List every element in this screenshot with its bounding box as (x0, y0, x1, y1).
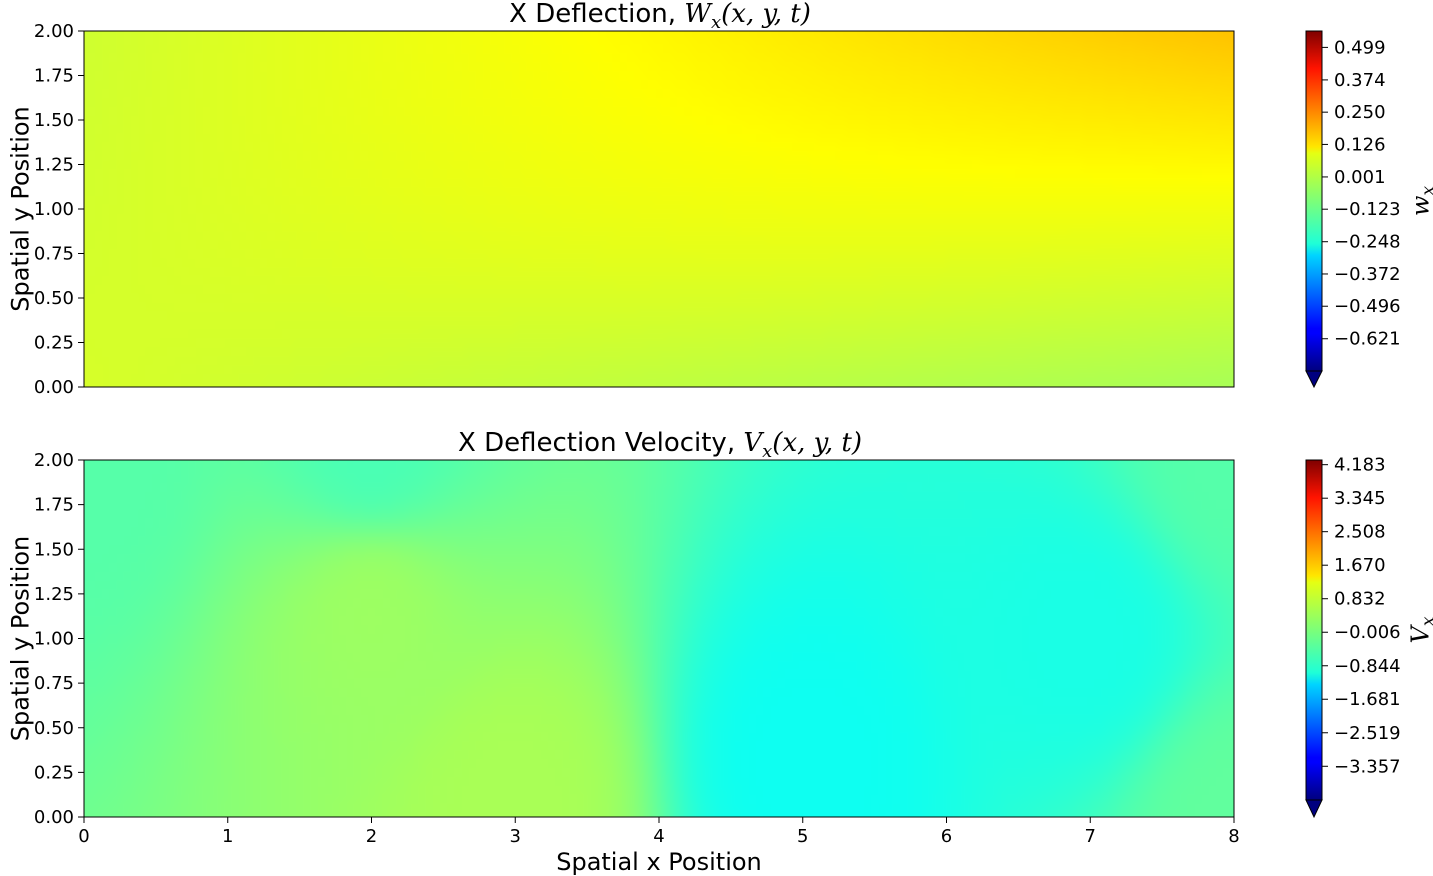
y-tick-label: 1.25 (34, 584, 74, 605)
x-tick-label: 8 (1228, 826, 1239, 847)
y-tick-label: 0.75 (34, 244, 74, 265)
velocity-colorbar-label: Vx (1406, 616, 1433, 643)
velocity-colorbar-extension (1305, 799, 1323, 819)
x-tick-label: 2 (366, 826, 377, 847)
x-tick-label: 5 (797, 826, 808, 847)
deflection-colorbar-ticks: −0.621 −0.496 −0.372 −0.248 −0.123 0.001 0.126… (1322, 37, 1401, 350)
colorbar-tick-label: −0.248 (1334, 232, 1401, 253)
velocity-x-ticks: 0 1 2 3 4 5 6 7 8 (78, 817, 1240, 847)
x-tick-label: 1 (222, 826, 233, 847)
colorbar-tick-label: −0.372 (1334, 264, 1401, 285)
y-tick-label: 1.00 (34, 199, 74, 220)
y-tick-label: 1.75 (34, 495, 74, 516)
deflection-title: X Deflection, Wx(x, y, t) (509, 0, 811, 33)
y-tick-label: 1.25 (34, 155, 74, 176)
x-tick-label: 4 (653, 826, 664, 847)
velocity-panel: 0.00 0.25 0.50 0.75 1.00 1.25 1.50 1.75 2.00 0 1 2… (6, 428, 1433, 876)
colorbar-tick-label: 1.670 (1334, 555, 1386, 576)
colorbar-tick-label: 0.250 (1334, 102, 1386, 123)
velocity-title: X Deflection Velocity, Vx(x, y, t) (458, 428, 862, 462)
y-tick-label: 1.75 (34, 66, 74, 87)
colorbar-tick-label: −0.844 (1334, 656, 1401, 677)
y-tick-label: 0.00 (34, 807, 74, 828)
colorbar-tick-label: 0.499 (1334, 37, 1386, 58)
colorbar-tick-label: 0.126 (1334, 134, 1386, 155)
y-tick-label: 2.00 (34, 450, 74, 471)
x-tick-label: 3 (510, 826, 521, 847)
colorbar-tick-label: −0.006 (1334, 622, 1401, 643)
colorbar-tick-label: −0.621 (1334, 329, 1401, 350)
deflection-colorbar-extension (1305, 370, 1323, 389)
colorbar-tick-label: 4.183 (1334, 455, 1386, 476)
deflection-colorbar-label: wx (1406, 186, 1433, 217)
velocity-x-axis-label: Spatial x Position (556, 848, 762, 876)
y-tick-label: 1.00 (34, 629, 74, 650)
colorbar-tick-label: −3.357 (1334, 756, 1401, 777)
y-tick-label: 0.25 (34, 762, 74, 783)
colorbar-tick-label: −0.496 (1334, 296, 1401, 317)
y-tick-label: 0.75 (34, 673, 74, 694)
deflection-y-axis-label: Spatial y Position (6, 106, 34, 312)
y-tick-label: 0.50 (34, 718, 74, 739)
x-tick-label: 7 (1085, 826, 1096, 847)
deflection-heatmap (84, 31, 1234, 387)
y-tick-label: 1.50 (34, 110, 74, 131)
velocity-y-ticks: 0.00 0.25 0.50 0.75 1.00 1.25 1.50 1.75 2.00 (34, 450, 84, 828)
y-tick-label: 0.25 (34, 333, 74, 354)
y-tick-label: 0.00 (34, 377, 74, 398)
velocity-heatmap (84, 460, 1234, 817)
colorbar-tick-label: 0.374 (1334, 70, 1386, 91)
colorbar-tick-label: 2.508 (1334, 522, 1386, 543)
deflection-panel: 0.00 0.25 0.50 0.75 1.00 1.25 1.50 1.75 2.00 Spa… (6, 0, 1433, 398)
y-tick-label: 2.00 (34, 21, 74, 42)
deflection-colorbar (1305, 30, 1323, 372)
velocity-colorbar-ticks: −3.357 −2.519 −1.681 −0.844 −0.006 0.832 1.670… (1322, 455, 1401, 777)
colorbar-tick-label: 3.345 (1334, 488, 1386, 509)
velocity-colorbar (1305, 459, 1323, 801)
colorbar-tick-label: −0.123 (1334, 199, 1401, 220)
deflection-y-ticks: 0.00 0.25 0.50 0.75 1.00 1.25 1.50 1.75 2.00 (34, 21, 84, 398)
x-tick-label: 0 (78, 826, 89, 847)
x-tick-label: 6 (941, 826, 952, 847)
colorbar-tick-label: −2.519 (1334, 723, 1401, 744)
y-tick-label: 0.50 (34, 288, 74, 309)
colorbar-tick-label: 0.001 (1334, 167, 1386, 188)
colorbar-tick-label: −1.681 (1334, 689, 1401, 710)
y-tick-label: 1.50 (34, 539, 74, 560)
colorbar-tick-label: 0.832 (1334, 589, 1386, 610)
velocity-y-axis-label: Spatial y Position (6, 536, 34, 742)
